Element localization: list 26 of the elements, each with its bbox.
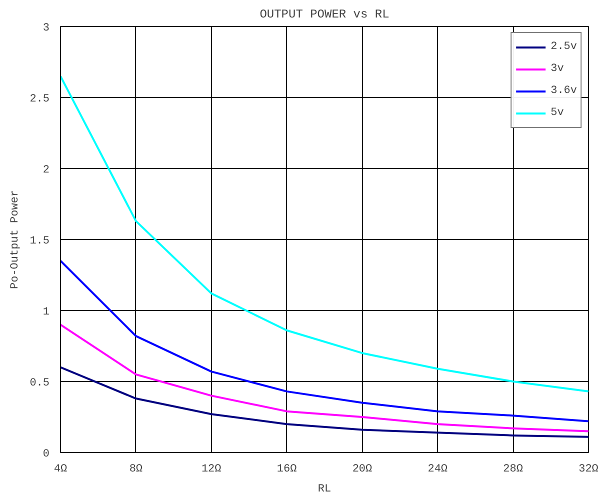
y-axis-title: Po-Output Power	[10, 190, 22, 290]
legend-label: 3v	[550, 63, 565, 75]
x-tick-label: 16Ω	[276, 464, 298, 476]
legend-label: 2.5v	[550, 41, 577, 53]
x-tick-label: 20Ω	[352, 464, 373, 476]
x-tick-label: 8Ω	[129, 464, 143, 476]
line-series	[60, 366, 588, 438]
y-tick-label: 3	[42, 22, 50, 34]
x-tick-label: 12Ω	[201, 464, 222, 476]
legend-label: 5v	[550, 107, 565, 119]
line-series	[60, 260, 588, 422]
y-tick-label: 1	[42, 306, 50, 318]
x-axis-title: RL	[318, 484, 332, 496]
x-tick-label: 24Ω	[428, 464, 448, 476]
y-tick-label: 1.5	[30, 236, 50, 248]
x-tick-label: 28Ω	[503, 464, 524, 476]
legend-label: 3.6v	[550, 85, 577, 97]
line-series	[60, 75, 588, 392]
chart-title: OUTPUT POWER vs RL	[260, 8, 390, 22]
x-tick-label: 4Ω	[54, 464, 68, 476]
x-tick-label: 32Ω	[578, 464, 599, 476]
y-tick-label: 0.5	[30, 378, 50, 390]
line-series	[60, 324, 588, 432]
y-tick-label: 2	[42, 164, 50, 176]
y-tick-label: 2.5	[30, 94, 50, 106]
y-tick-label: 0	[42, 448, 50, 460]
